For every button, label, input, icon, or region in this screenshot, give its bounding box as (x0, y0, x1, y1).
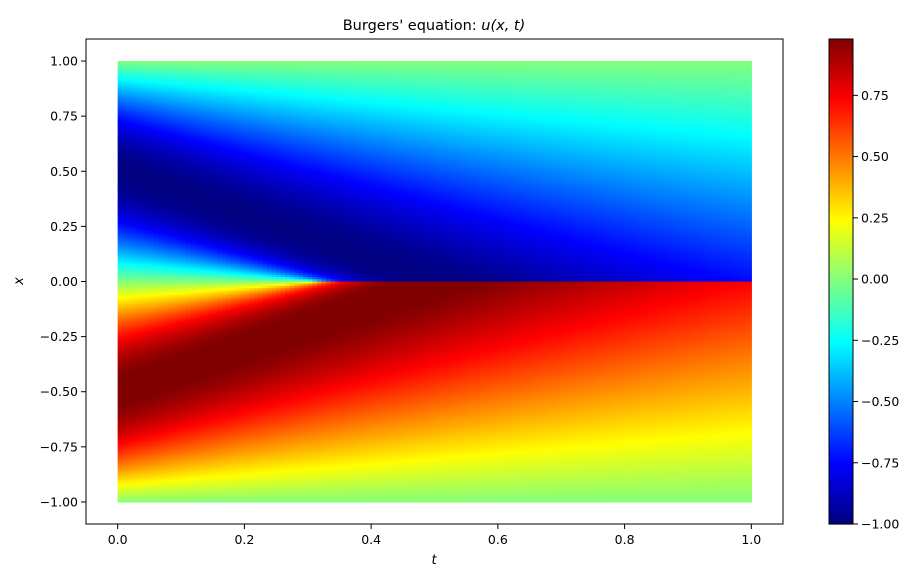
heatmap-cell (163, 500, 168, 503)
heatmap-cell (204, 500, 209, 503)
heatmap-cell (154, 500, 159, 503)
heatmap-cell (199, 500, 204, 503)
heatmap-cell (167, 500, 172, 503)
heatmap-cell (149, 500, 154, 503)
heatmap-cell (208, 500, 213, 503)
heatmap-cell (213, 500, 218, 503)
heatmap-cell (195, 500, 200, 503)
heatmap-cell (190, 500, 195, 503)
heatmap-cell (181, 500, 186, 503)
heatmap-cell (131, 500, 136, 503)
heatmap-cell (145, 500, 150, 503)
heatmap-cell (118, 500, 123, 503)
heatmap-cell (186, 500, 191, 503)
heatmap-cell (140, 500, 145, 503)
heatmap-cell (222, 500, 227, 503)
heatmap-cell (217, 500, 222, 503)
heatmap-cell (158, 500, 163, 503)
heatmap-cell (122, 500, 127, 503)
heatmap-cell (172, 500, 177, 503)
heatmap-cell (127, 500, 132, 503)
heatmap-image (118, 61, 752, 503)
heatmap-cell (177, 500, 182, 503)
heatmap-cell (136, 500, 141, 503)
chart-title: Burgers' equation: u(x, t) (343, 18, 526, 34)
